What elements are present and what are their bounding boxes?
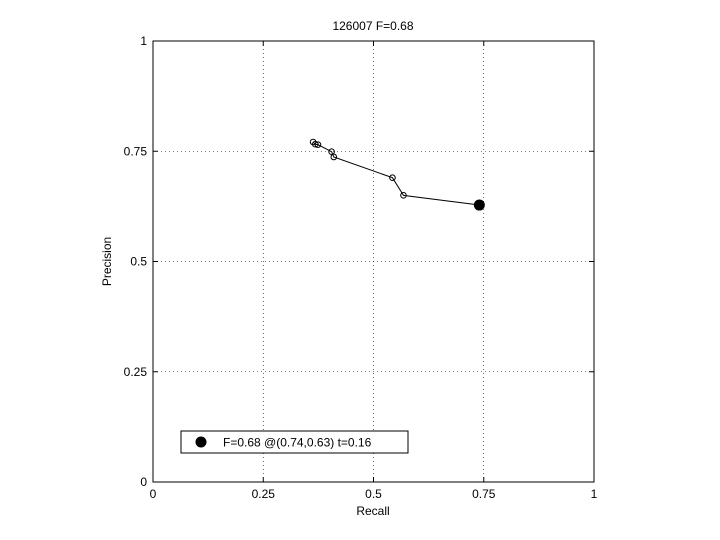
legend: F=0.68 @(0.74,0.63) t=0.16 bbox=[180, 430, 409, 454]
pr-point bbox=[330, 153, 338, 161]
x-tick-label: 1 bbox=[591, 487, 598, 501]
y-axis-label: Precision bbox=[100, 237, 114, 286]
y-tick-label: 0.25 bbox=[124, 365, 148, 379]
axis-ticks: 0 0.25 0.5 0.75 1 0 0.25 0.5 0.75 1 bbox=[124, 34, 598, 501]
pr-point bbox=[400, 192, 407, 199]
legend-box bbox=[180, 430, 409, 454]
legend-marker bbox=[195, 436, 207, 448]
pr-point bbox=[311, 140, 319, 148]
pr-point bbox=[328, 148, 335, 155]
chart-title: 126007 F=0.68 bbox=[332, 19, 413, 33]
y-tick-label: 0.75 bbox=[124, 144, 148, 158]
x-tick-label: 0.25 bbox=[252, 487, 276, 501]
y-tick-label: 0 bbox=[140, 475, 147, 489]
pr-point bbox=[389, 174, 396, 182]
x-tick-label: 0.5 bbox=[365, 487, 382, 501]
data-series bbox=[309, 138, 485, 211]
pr-point bbox=[314, 141, 322, 148]
x-axis-label: Recall bbox=[356, 504, 389, 518]
best-f-point bbox=[473, 199, 485, 211]
grid-lines bbox=[153, 41, 594, 482]
legend-label: F=0.68 @(0.74,0.63) t=0.16 bbox=[223, 436, 372, 450]
y-tick-label: 1 bbox=[140, 34, 147, 48]
x-tick-label: 0.75 bbox=[472, 487, 496, 501]
y-tick-label: 0.5 bbox=[130, 255, 147, 269]
x-tick-label: 0 bbox=[150, 487, 157, 501]
pr-point bbox=[309, 138, 317, 146]
